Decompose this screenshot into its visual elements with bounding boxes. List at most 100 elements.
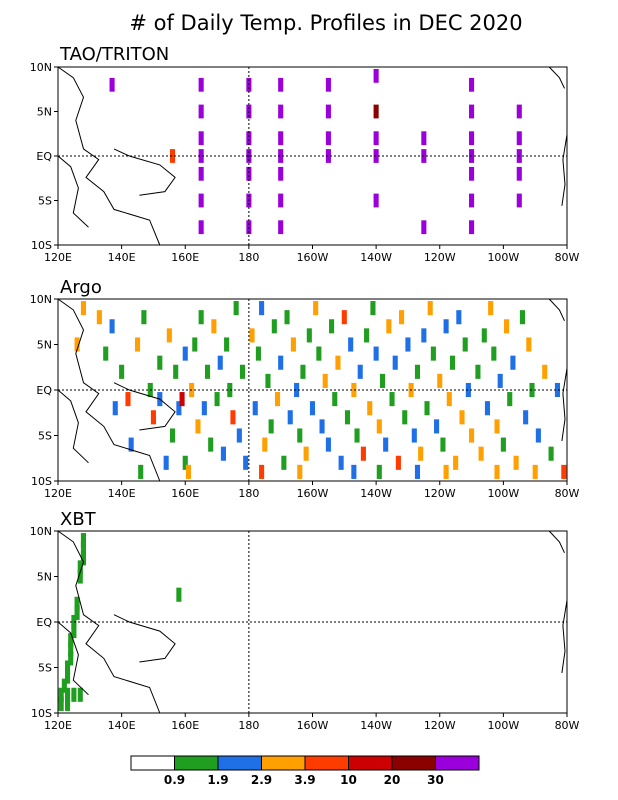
coastline — [113, 614, 176, 663]
data-cell — [421, 131, 427, 146]
coastline — [57, 389, 89, 464]
data-cell — [516, 193, 522, 208]
data-cell — [278, 104, 284, 119]
data-cell — [354, 428, 360, 443]
data-cell — [61, 678, 67, 693]
data-cell — [373, 69, 379, 83]
data-cell — [462, 337, 468, 352]
data-cell — [68, 651, 74, 666]
x-tick-label: 160W — [297, 719, 329, 732]
data-cell — [198, 77, 204, 92]
data-cell — [516, 166, 522, 181]
data-cell — [182, 455, 188, 470]
data-cell — [198, 104, 204, 119]
data-cell — [329, 319, 335, 334]
data-cell — [64, 696, 71, 711]
coastline — [548, 298, 565, 322]
data-cell — [446, 392, 452, 407]
panel-title: XBT — [60, 509, 97, 530]
data-cell — [494, 419, 500, 434]
coastline — [561, 368, 568, 442]
y-tick-label: 5N — [37, 339, 52, 352]
colorbar-swatch — [348, 755, 393, 771]
colorbar-swatch — [304, 755, 349, 771]
data-cell — [77, 569, 83, 584]
data-cell — [71, 614, 77, 630]
data-cell — [64, 687, 71, 702]
data-cell — [224, 337, 230, 352]
y-tick-label: 5S — [38, 662, 52, 675]
coastline — [561, 134, 568, 206]
data-cell — [469, 166, 475, 181]
data-cell — [469, 193, 475, 208]
data-cell — [109, 319, 115, 334]
data-cell — [303, 446, 309, 461]
data-cell — [290, 337, 296, 352]
panel-3: XBT 120E 140E 160E 180 160W 140W 120W 100W 80W 10N… — [30, 509, 580, 732]
data-cell — [561, 464, 567, 479]
data-cell — [325, 149, 331, 163]
data-cell — [278, 220, 284, 235]
data-cell — [306, 328, 312, 343]
data-cell — [230, 410, 236, 425]
x-tick-label: 140W — [360, 251, 392, 264]
data-cell — [278, 166, 284, 181]
x-tick-label: 180 — [238, 251, 259, 264]
data-cell — [373, 104, 379, 119]
panel-title: TAO/TRITON — [59, 44, 169, 65]
data-cell — [440, 437, 446, 452]
data-cell — [278, 193, 284, 208]
data-cell — [259, 464, 265, 479]
data-cell — [268, 419, 274, 434]
data-cell — [357, 364, 363, 379]
data-cell — [125, 392, 131, 407]
colorbar-swatch — [261, 755, 306, 771]
data-cell — [424, 401, 430, 416]
data-cell — [80, 301, 86, 316]
x-tick-label: 100W — [487, 251, 519, 264]
data-cell — [169, 428, 176, 443]
data-cell — [465, 382, 471, 398]
data-cell — [405, 337, 411, 352]
colorbar-label: 10 — [340, 773, 357, 787]
x-tick-label: 120W — [424, 487, 456, 500]
x-tick-label: 100W — [487, 719, 519, 732]
coastline — [548, 530, 565, 554]
y-tick-label: 10S — [31, 239, 52, 252]
data-cell — [220, 446, 226, 461]
data-cell — [262, 437, 268, 452]
data-cell — [278, 131, 284, 146]
data-cell — [469, 131, 475, 146]
data-cell — [119, 364, 125, 379]
data-cell — [526, 337, 532, 352]
x-tick-label: 80W — [555, 719, 580, 732]
y-tick-label: EQ — [36, 150, 52, 163]
data-cell — [519, 310, 526, 325]
data-cell — [437, 373, 443, 388]
data-cell — [138, 464, 144, 479]
data-cell — [360, 446, 366, 461]
data-cell — [332, 392, 338, 407]
data-cell — [325, 437, 331, 452]
y-tick-label: 10N — [30, 61, 52, 74]
data-cell — [434, 419, 440, 434]
data-cell — [469, 77, 475, 92]
data-cell — [68, 633, 74, 648]
data-cell — [488, 301, 494, 316]
data-cell — [418, 446, 424, 461]
y-tick-label: 5N — [37, 106, 52, 119]
data-cell — [344, 410, 351, 425]
data-cell — [529, 382, 535, 398]
data-cell — [163, 455, 169, 470]
data-cell — [141, 310, 147, 325]
panel-title: Argo — [60, 277, 102, 298]
data-cell — [217, 355, 223, 370]
data-cell — [109, 77, 115, 92]
x-tick-label: 140E — [108, 251, 136, 264]
y-tick-label: 10S — [31, 475, 52, 488]
data-cell — [548, 446, 554, 461]
chart-title: # of Daily Temp. Profiles in DEC 2020 — [129, 11, 522, 35]
colorbar-label: 3.9 — [294, 773, 315, 787]
coastline — [57, 66, 161, 246]
x-tick-label: 160E — [171, 251, 199, 264]
